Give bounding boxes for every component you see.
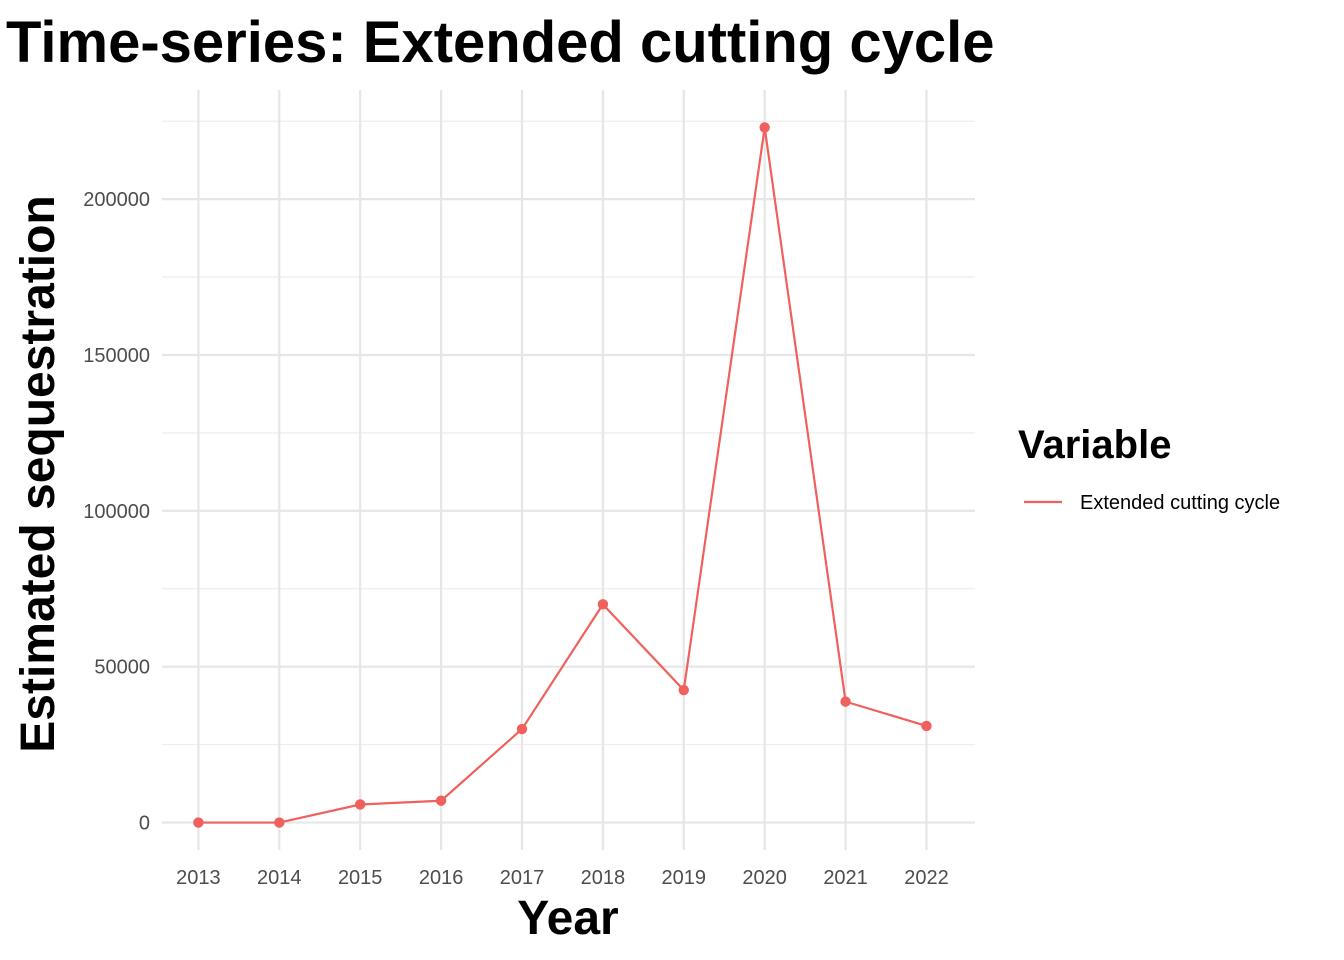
- data-point: [516, 723, 528, 735]
- series-line: [198, 126, 927, 824]
- data-point: [921, 720, 932, 732]
- x-tick-label: 2019: [662, 867, 707, 889]
- data-point: [193, 817, 204, 828]
- x-axis-title: Year: [517, 892, 618, 945]
- data-point: [274, 817, 285, 828]
- legend-label: Extended cutting cycle: [1080, 492, 1280, 514]
- x-tick-label: 2015: [338, 867, 383, 889]
- data-point: [678, 684, 689, 696]
- series-layer: [193, 122, 932, 828]
- x-tick-label: 2021: [823, 867, 868, 889]
- y-tick-label: 0: [139, 813, 150, 835]
- x-tick-label: 2014: [257, 867, 302, 889]
- data-point: [597, 599, 609, 610]
- x-tick-label: 2016: [419, 867, 464, 889]
- data-point: [840, 696, 851, 707]
- y-tick-label: 150000: [83, 345, 150, 367]
- data-point: [759, 122, 770, 133]
- major-gridlines: [162, 90, 975, 850]
- minor-gridlines: [162, 120, 975, 746]
- x-tick-label: 2017: [500, 867, 545, 889]
- data-point: [435, 795, 447, 806]
- x-tick-label: 2018: [581, 867, 626, 889]
- legend-title: Variable: [1018, 423, 1171, 467]
- x-tick-label: 2020: [742, 867, 787, 889]
- x-tick-label: 2022: [904, 867, 949, 889]
- y-tick-label: 50000: [94, 657, 150, 679]
- y-axis-title: Estimated sequestration: [12, 195, 65, 752]
- y-tick-label: 200000: [83, 189, 150, 211]
- data-point: [354, 799, 366, 810]
- x-tick-label: 2013: [176, 867, 221, 889]
- x-axis-tick-labels: 2013 2014 2015 2016 2017 2018 2019 2020 2021 2022: [176, 867, 949, 889]
- chart-title: Time-series: Extended cutting cycle: [6, 10, 995, 75]
- y-axis-tick-labels: 0 50000 100000 150000 200000: [83, 189, 150, 834]
- y-tick-label: 100000: [83, 501, 150, 523]
- legend: Variable Extended cutting cycle: [1018, 423, 1280, 514]
